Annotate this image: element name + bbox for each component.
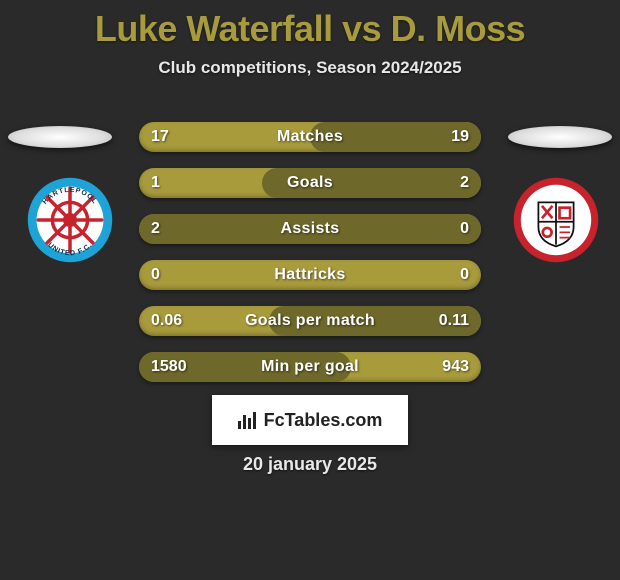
stat-label: Goals per match <box>139 312 481 330</box>
comparison-card: Luke Waterfall vs D. Moss Club competiti… <box>0 0 620 580</box>
halo-left <box>8 126 112 148</box>
brand-label: FcTables.com <box>264 410 383 431</box>
stat-value-right: 0.11 <box>439 312 469 330</box>
stat-value-right: 0 <box>460 266 469 284</box>
page-subtitle: Club competitions, Season 2024/2025 <box>0 58 620 78</box>
stat-row: 0Hattricks0 <box>139 260 481 290</box>
brand-box[interactable]: FcTables.com <box>212 395 408 445</box>
stat-label: Assists <box>139 220 481 238</box>
stat-label: Matches <box>139 128 481 146</box>
stat-label: Min per goal <box>139 358 481 376</box>
stat-label: Goals <box>139 174 481 192</box>
stats-container: 17Matches191Goals22Assists00Hattricks00.… <box>139 122 481 398</box>
stat-row: 2Assists0 <box>139 214 481 244</box>
stat-value-right: 0 <box>460 220 469 238</box>
page-title: Luke Waterfall vs D. Moss <box>0 0 620 50</box>
crest-right: WOKING <box>512 176 600 264</box>
stat-value-right: 2 <box>460 174 469 192</box>
stat-label: Hattricks <box>139 266 481 284</box>
brand-text: FcTables.com <box>238 410 383 431</box>
brand-bars-icon <box>238 411 260 429</box>
stat-row: 17Matches19 <box>139 122 481 152</box>
crest-left: HARTLEPOOL UNITED F.C. <box>26 176 114 264</box>
stat-row: 1580Min per goal943 <box>139 352 481 382</box>
stat-row: 0.06Goals per match0.11 <box>139 306 481 336</box>
stat-row: 1Goals2 <box>139 168 481 198</box>
crest-left-svg: HARTLEPOOL UNITED F.C. <box>26 170 114 270</box>
stat-value-right: 943 <box>442 358 469 376</box>
halo-right <box>508 126 612 148</box>
crest-right-svg: WOKING <box>512 170 600 270</box>
stat-value-right: 19 <box>451 128 469 146</box>
date-label: 20 january 2025 <box>0 454 620 475</box>
